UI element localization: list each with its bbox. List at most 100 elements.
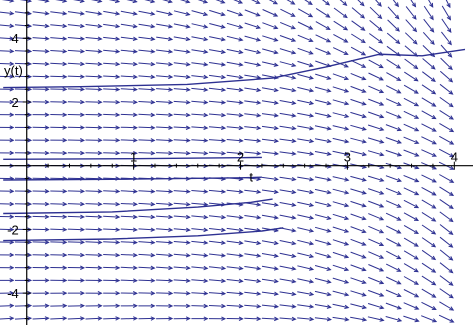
field-arrow-shaft: [67, 75, 84, 78]
field-arrow-head: [168, 189, 174, 194]
field-arrow: [439, 249, 454, 261]
field-arrow: [404, 58, 419, 70]
field-arrow-head: [26, 0, 33, 3]
field-arrow-head: [291, 138, 297, 143]
field-arrow-shaft: [209, 49, 225, 53]
field-arrow-shaft: [421, 136, 437, 145]
field-arrow-head: [150, 125, 156, 130]
field-arrow: [297, 291, 315, 297]
field-arrow-shaft: [103, 75, 120, 78]
field-arrow-head: [221, 227, 227, 233]
field-arrow-head: [326, 100, 332, 106]
field-arrow-shaft: [244, 22, 261, 29]
field-arrow-shaft: [297, 227, 314, 232]
field-arrow: [445, 0, 451, 9]
field-arrow-head: [379, 152, 385, 157]
field-arrow-shaft: [85, 37, 102, 40]
field-arrow-head: [448, 217, 454, 223]
field-arrow-shaft: [403, 263, 419, 273]
field-arrow: [50, 23, 68, 29]
field-arrow: [126, 0, 138, 4]
field-arrow-head: [344, 241, 350, 246]
field-arrow-shaft: [279, 176, 296, 181]
field-arrow-head: [413, 255, 419, 260]
field-arrow: [138, 61, 156, 67]
field-arrow-head: [343, 38, 349, 43]
field-arrow: [208, 112, 227, 118]
field-arrow-head: [185, 138, 191, 143]
field-arrow-head: [379, 292, 385, 297]
field-arrow-shaft: [138, 266, 155, 269]
field-arrow-head: [431, 281, 437, 286]
field-arrow: [421, 211, 437, 222]
field-arrow-shaft: [403, 276, 419, 285]
field-arrow-head: [397, 317, 403, 322]
solution-curve: [3, 48, 466, 89]
field-arrow-head: [308, 50, 314, 55]
field-arrow: [85, 214, 103, 220]
field-arrow-shaft: [385, 302, 402, 310]
field-arrow-shaft: [32, 75, 49, 78]
field-arrow-shaft: [368, 251, 384, 259]
field-arrow-shaft: [421, 224, 436, 235]
field-arrow-head: [396, 127, 402, 132]
field-arrow: [421, 149, 437, 157]
field-arrow-head: [448, 268, 454, 274]
field-arrow-shaft: [421, 97, 436, 107]
field-arrow-head: [27, 227, 33, 232]
field-arrow-shaft: [226, 126, 243, 129]
field-arrow-shaft: [103, 113, 120, 116]
field-arrow: [50, 201, 68, 207]
field-arrow: [67, 290, 86, 296]
field-arrow-shaft: [368, 111, 384, 118]
field-arrow: [244, 74, 262, 80]
field-arrow: [279, 87, 297, 93]
field-arrow-shaft: [208, 305, 226, 307]
field-arrow: [173, 36, 191, 42]
field-arrow: [279, 138, 297, 143]
field-arrow-shaft: [297, 189, 314, 194]
field-arrow-shaft: [428, 0, 434, 8]
field-arrow-head: [27, 74, 33, 79]
field-arrow-head: [62, 74, 68, 79]
field-arrow: [67, 87, 86, 92]
field-arrow-head: [185, 316, 191, 321]
field-arrow-head: [361, 279, 367, 284]
field-arrow: [251, 0, 261, 4]
field-arrow-shaft: [156, 62, 173, 65]
field-arrow-head: [203, 138, 209, 143]
field-arrow-shaft: [368, 225, 384, 234]
field-arrow-head: [150, 316, 156, 321]
field-arrow-head: [238, 112, 244, 118]
field-arrow-shaft: [297, 304, 314, 308]
field-arrow-head: [221, 240, 227, 245]
field-arrow-head: [308, 215, 315, 220]
field-arrow-shaft: [385, 175, 402, 182]
field-arrow-shaft: [226, 304, 243, 307]
field-arrow-shaft: [244, 9, 260, 17]
field-arrow-shaft: [314, 290, 331, 296]
field-arrow: [439, 70, 454, 83]
field-arrow-shaft: [103, 49, 120, 53]
field-arrow-head: [80, 49, 86, 54]
field-arrow-head: [132, 150, 138, 156]
field-arrow-shaft: [261, 265, 278, 270]
field-arrow-head: [44, 11, 50, 16]
field-arrow-shaft: [297, 151, 314, 155]
field-arrow-head: [97, 201, 103, 207]
field-arrow: [368, 289, 385, 297]
field-arrow-shaft: [314, 138, 331, 143]
field-arrow-head: [203, 24, 209, 29]
field-arrow: [156, 214, 174, 220]
field-arrow-head: [62, 316, 68, 321]
field-arrow-head: [27, 125, 33, 130]
field-arrow-shaft: [244, 138, 261, 142]
field-arrow-head: [256, 316, 262, 321]
field-arrow-head: [220, 37, 226, 42]
field-arrow-shaft: [32, 24, 49, 27]
field-arrow: [297, 176, 315, 182]
field-arrow: [0, 316, 15, 321]
field-arrow-shaft: [279, 74, 296, 79]
field-arrow: [369, 20, 383, 32]
field-arrow-shaft: [32, 62, 49, 65]
